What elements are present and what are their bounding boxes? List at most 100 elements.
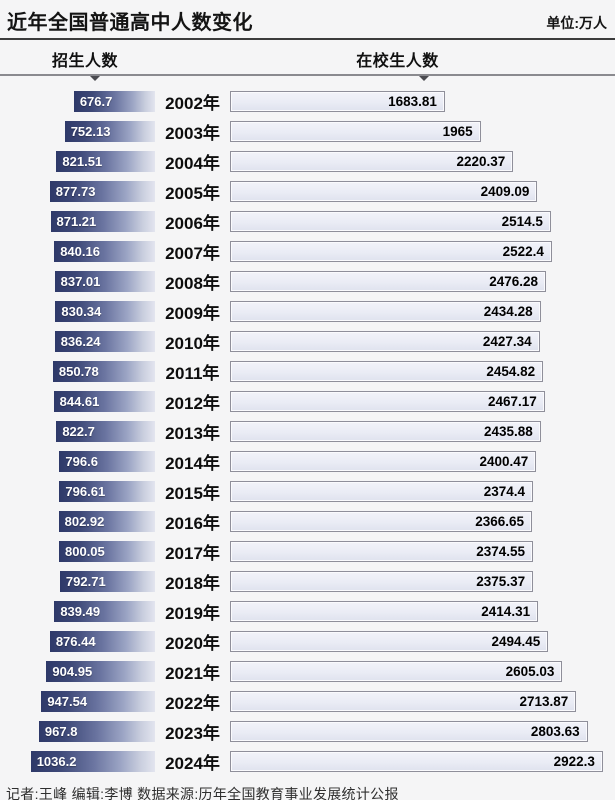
year-label: 2024年 <box>165 753 220 773</box>
students-bar: 2476.28 <box>230 270 546 292</box>
year-label: 2017年 <box>165 543 220 563</box>
enrollment-bar: 871.21 <box>50 210 155 232</box>
students-bar: 2514.5 <box>230 210 551 232</box>
enrollment-bar: 802.92 <box>58 510 155 532</box>
chart-row: 752.13 2003年 1965 <box>0 116 615 146</box>
enrollment-bar-zone: 830.34 <box>0 300 155 322</box>
enrollment-bar: 830.34 <box>55 300 155 322</box>
students-bar: 2427.34 <box>230 330 540 352</box>
students-bar-zone: 2427.34 <box>230 330 615 352</box>
enrollment-bar: 876.44 <box>49 630 155 652</box>
year-label: 2007年 <box>165 243 220 263</box>
year-label: 2019年 <box>165 603 220 623</box>
enrollment-bar: 796.61 <box>59 480 155 502</box>
students-bar-zone: 2366.65 <box>230 510 615 532</box>
enrollment-bar: 836.24 <box>54 330 155 352</box>
students-bar-zone: 2803.63 <box>230 720 615 742</box>
year-label: 2011年 <box>165 363 220 383</box>
year-label: 2016年 <box>165 513 220 533</box>
enrollment-bar: 796.6 <box>59 450 155 472</box>
year-label: 2015年 <box>165 483 220 503</box>
enrollment-bar-zone: 796.6 <box>0 450 155 472</box>
students-bar-zone: 2374.4 <box>230 480 615 502</box>
enrollment-bar-zone: 800.05 <box>0 540 155 562</box>
enrollment-bar-zone: 752.13 <box>0 120 155 142</box>
chart-row: 844.61 2012年 2467.17 <box>0 386 615 416</box>
title-divider <box>0 38 615 40</box>
chart-row: 947.54 2022年 2713.87 <box>0 686 615 716</box>
year-label: 2020年 <box>165 633 220 653</box>
enrollment-bar: 947.54 <box>41 690 155 712</box>
students-bar-zone: 2220.37 <box>230 150 615 172</box>
students-bar-zone: 2454.82 <box>230 360 615 382</box>
year-label: 2022年 <box>165 693 220 713</box>
students-bar: 2522.4 <box>230 240 552 262</box>
chart-row: 850.78 2011年 2454.82 <box>0 356 615 386</box>
enrollment-bar: 752.13 <box>64 120 155 142</box>
students-bar-zone: 1683.81 <box>230 90 615 112</box>
students-bar-zone: 2467.17 <box>230 390 615 412</box>
enrollment-bar: 967.8 <box>38 720 155 742</box>
chart-row: 800.05 2017年 2374.55 <box>0 536 615 566</box>
students-bar: 2400.47 <box>230 450 537 472</box>
students-bar: 2434.28 <box>230 300 541 322</box>
year-label: 2008年 <box>165 273 220 293</box>
students-bar: 1683.81 <box>230 90 445 112</box>
students-bar: 2454.82 <box>230 360 544 382</box>
students-bar: 2375.37 <box>230 570 534 592</box>
enrollment-bar: 676.7 <box>73 90 155 112</box>
year-label: 2009年 <box>165 303 220 323</box>
students-bar-zone: 2414.31 <box>230 600 615 622</box>
chart-row: 792.71 2018年 2375.37 <box>0 566 615 596</box>
year-label: 2014年 <box>165 453 220 473</box>
enrollment-bar-zone: 967.8 <box>0 720 155 742</box>
students-bar: 2409.09 <box>230 180 538 202</box>
enrollment-bar: 837.01 <box>54 270 155 292</box>
enrollment-bar-zone: 844.61 <box>0 390 155 412</box>
students-bar-zone: 1965 <box>230 120 615 142</box>
students-bar-zone: 2400.47 <box>230 450 615 472</box>
chart-row: 837.01 2008年 2476.28 <box>0 266 615 296</box>
enrollment-bar: 839.49 <box>54 600 155 622</box>
students-bar: 2494.45 <box>230 630 549 652</box>
year-label: 2004年 <box>165 153 220 173</box>
students-bar-zone: 2409.09 <box>230 180 615 202</box>
enrollment-bar-zone: 796.61 <box>0 480 155 502</box>
students-bar: 2414.31 <box>230 600 539 622</box>
chart-row: 967.8 2023年 2803.63 <box>0 716 615 746</box>
students-bar-zone: 2476.28 <box>230 270 615 292</box>
students-bar-zone: 2522.4 <box>230 240 615 262</box>
footer-credit: 记者:王峰 编辑:李博 数据来源:历年全国教育事业发展统计公报 <box>6 786 399 800</box>
year-label: 2021年 <box>165 663 220 683</box>
enrollment-bar: 792.71 <box>59 570 155 592</box>
chart-row: 802.92 2016年 2366.65 <box>0 506 615 536</box>
enrollment-bar-zone: 840.16 <box>0 240 155 262</box>
year-label: 2018年 <box>165 573 220 593</box>
students-bar-zone: 2713.87 <box>230 690 615 712</box>
students-bar: 2467.17 <box>230 390 545 412</box>
chart-row: 836.24 2010年 2427.34 <box>0 326 615 356</box>
enrollment-bar-zone: 821.51 <box>0 150 155 172</box>
title-bar: 近年全国普通高中人数变化 单位:万人 <box>0 0 615 38</box>
chart-row: 676.7 2002年 1683.81 <box>0 86 615 116</box>
students-bar: 2220.37 <box>230 150 514 172</box>
students-bar-zone: 2514.5 <box>230 210 615 232</box>
enrollment-bar-zone: 1036.2 <box>0 750 155 772</box>
year-label: 2005年 <box>165 183 220 203</box>
students-bar: 2803.63 <box>230 720 588 742</box>
year-label: 2013年 <box>165 423 220 443</box>
students-bar: 2374.55 <box>230 540 533 562</box>
enrollment-bar: 844.61 <box>53 390 155 412</box>
students-bar: 2366.65 <box>230 510 532 532</box>
enrollment-bar-zone: 877.73 <box>0 180 155 202</box>
year-label: 2010年 <box>165 333 220 353</box>
year-label: 2006年 <box>165 213 220 233</box>
year-label: 2003年 <box>165 123 220 143</box>
unit-label: 单位:万人 <box>546 15 607 31</box>
students-bar: 2713.87 <box>230 690 577 712</box>
chart-row: 871.21 2006年 2514.5 <box>0 206 615 236</box>
page-title: 近年全国普通高中人数变化 <box>7 12 253 34</box>
enrollment-bar-zone: 822.7 <box>0 420 155 442</box>
enrollment-bar-zone: 839.49 <box>0 600 155 622</box>
